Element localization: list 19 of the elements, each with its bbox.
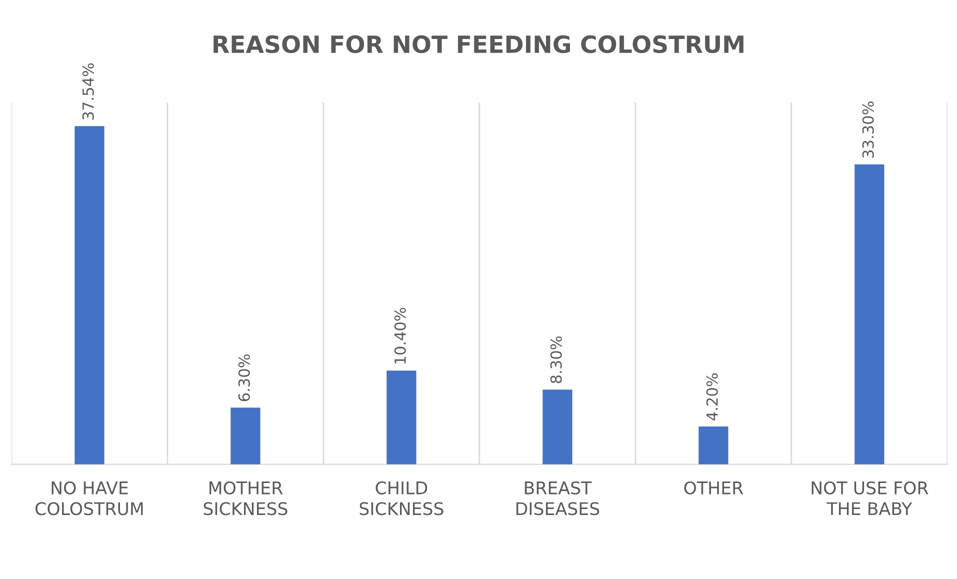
chart-title: REASON FOR NOT FEEDING COLOSTRUM — [214, 35, 744, 54]
x-tick-label: NOT USE FOR THE BABY — [812, 481, 928, 515]
bar — [230, 408, 260, 464]
x-tick-label: BREAST DISEASES — [516, 481, 600, 516]
data-label: 6.30% — [238, 354, 250, 402]
bar — [386, 370, 416, 464]
x-tick-label: CHILD SICKNESS — [360, 481, 444, 516]
x-tick-label: MOTHER SICKNESS — [204, 481, 288, 516]
data-label: 8.30% — [550, 336, 562, 384]
data-label: 37.54% — [82, 63, 94, 120]
bar — [854, 164, 884, 464]
data-label: 10.40% — [394, 308, 406, 364]
data-label: 33.30% — [862, 102, 874, 158]
bar — [698, 426, 728, 464]
bar — [542, 390, 572, 464]
data-label: 4.20% — [706, 373, 718, 420]
bar — [74, 126, 104, 464]
x-tick-label: OTHER — [684, 481, 744, 494]
x-tick-label: NO HAVE COLOSTRUM — [36, 481, 143, 516]
